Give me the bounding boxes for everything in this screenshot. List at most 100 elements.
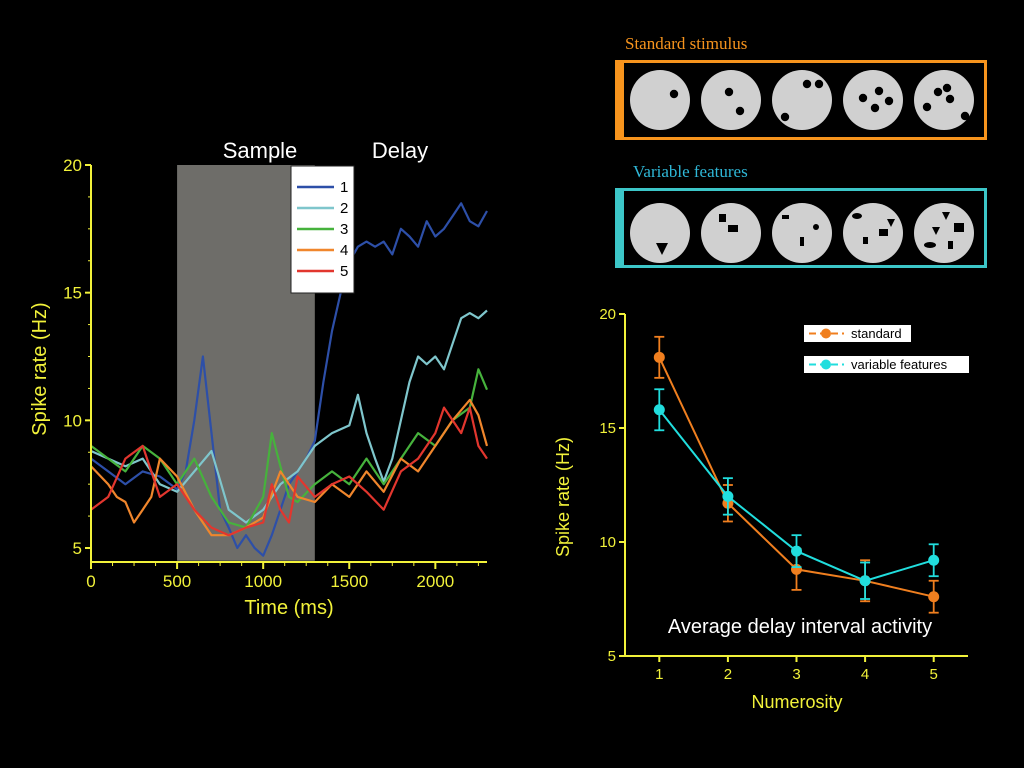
feature-ellipse [924, 242, 936, 248]
stimulus-dot [933, 87, 943, 97]
y-tick-label: 15 [599, 420, 616, 437]
axes: 5 10 15 20 1 2 3 4 5 [599, 306, 968, 683]
legend-label-2: 2 [340, 200, 348, 217]
x-tick-label: 2000 [416, 572, 454, 591]
stimulus-dot [735, 106, 745, 116]
stimulus-dot [945, 94, 955, 104]
stimulus-dot [884, 96, 894, 106]
series-4-line [90, 398, 489, 537]
feature-square [863, 237, 868, 244]
feature-square [782, 215, 789, 219]
feature-square [719, 214, 726, 222]
y-tick-label: 10 [63, 411, 82, 430]
stimulus-disc [630, 203, 690, 263]
y-axis-label: Spike rate (Hz) [29, 302, 51, 435]
feature-triangle [932, 227, 940, 235]
series-standard-point [653, 351, 665, 363]
legend-label-5: 5 [340, 263, 348, 280]
legend-label-3: 3 [340, 221, 348, 238]
variable-features-title: Variable features [633, 162, 748, 181]
series-variable-features-point [859, 575, 871, 587]
feature-triangle [887, 219, 895, 227]
stimulus-dot [960, 111, 970, 121]
stimulus-dot [802, 79, 812, 89]
legend-box [804, 325, 911, 342]
stimulus-disc [701, 203, 761, 263]
stimulus-dot [922, 102, 932, 112]
variable-features-discs [630, 203, 974, 263]
legend-label-1: 1 [340, 179, 348, 196]
x-tick-label: 1 [655, 666, 663, 683]
epoch-labels: Sample Delay [223, 138, 428, 163]
x-tick-label: 500 [163, 572, 191, 591]
standard-stimulus-discs [630, 70, 974, 130]
legend-box [804, 356, 969, 373]
legend-label: standard [851, 326, 902, 341]
legend-label: variable features [851, 357, 948, 372]
standard-stimulus-panel [615, 60, 987, 140]
variable-features-panel [615, 188, 987, 268]
legend: standard variable features [804, 325, 969, 373]
series-standard-point [928, 591, 940, 603]
stimulus-dot [870, 103, 880, 113]
series-5-line [90, 406, 488, 537]
stimulus-disc [914, 70, 974, 130]
epoch-label-delay: Delay [372, 138, 428, 163]
stimulus-dot [942, 83, 952, 93]
x-tick-label: 1000 [244, 572, 282, 591]
x-axis-label: Time (ms) [244, 597, 333, 619]
x-tick-label: 1500 [330, 572, 368, 591]
numerosity-chart: 5 10 15 20 1 2 3 4 5 standard variable features A… [553, 306, 969, 712]
legend: 1 2 3 4 5 [290, 165, 355, 294]
series-1-line [90, 202, 488, 557]
stimulus-dot [874, 86, 884, 96]
stimulus-dot [858, 93, 868, 103]
y-tick-label: 20 [63, 156, 82, 175]
standard-stimulus-title: Standard stimulus [625, 34, 748, 53]
series-lines [90, 202, 489, 557]
series-variable-features-point [653, 404, 665, 416]
series-lines [653, 335, 940, 614]
y-tick-label: 10 [599, 534, 616, 551]
stimulus-disc [772, 70, 832, 130]
series-variable-features-point [791, 545, 802, 557]
stimulus-disc [843, 70, 903, 130]
stimulus-dot [780, 112, 790, 122]
feature-square [954, 223, 964, 232]
x-tick-label: 2 [724, 666, 732, 683]
x-tick-label: 5 [930, 666, 938, 683]
epoch-label-sample: Sample [223, 138, 298, 163]
x-axis-label: Numerosity [751, 692, 842, 712]
legend-swatch-marker [821, 328, 831, 339]
feature-square [728, 225, 738, 232]
feature-triangle [942, 212, 950, 220]
stimulus-disc [843, 203, 903, 263]
stimulus-disc [701, 70, 761, 130]
time-course-chart: Sample Delay 5 10 15 20 0 500 1000 1500 2000 1 2 3 4… [29, 138, 489, 619]
legend-label-4: 4 [340, 242, 348, 259]
y-tick-label: 20 [599, 306, 616, 323]
stimulus-dot [724, 87, 734, 97]
y-tick-label: 5 [608, 648, 616, 665]
stimulus-disc [914, 203, 974, 263]
stimulus-dot [814, 79, 824, 89]
stimulus-disc [772, 203, 832, 263]
y-tick-label: 5 [73, 539, 82, 558]
feature-triangle [656, 243, 668, 255]
chart-title: Average delay interval activity [668, 616, 932, 638]
legend-swatch-marker [821, 359, 831, 370]
y-axis-label: Spike rate (Hz) [553, 437, 573, 557]
series-variable-features-point [722, 490, 734, 502]
feature-ellipse [852, 213, 862, 219]
feature-square [948, 241, 953, 249]
feature-square [800, 237, 804, 246]
stimulus-dot [669, 89, 679, 99]
feature-dot [813, 224, 819, 230]
stimulus-disc [630, 70, 690, 130]
feature-square [879, 229, 888, 236]
y-tick-label: 15 [63, 284, 82, 303]
x-tick-label: 3 [792, 666, 800, 683]
x-tick-label: 0 [86, 572, 95, 591]
series-variable-features-point [928, 554, 940, 566]
